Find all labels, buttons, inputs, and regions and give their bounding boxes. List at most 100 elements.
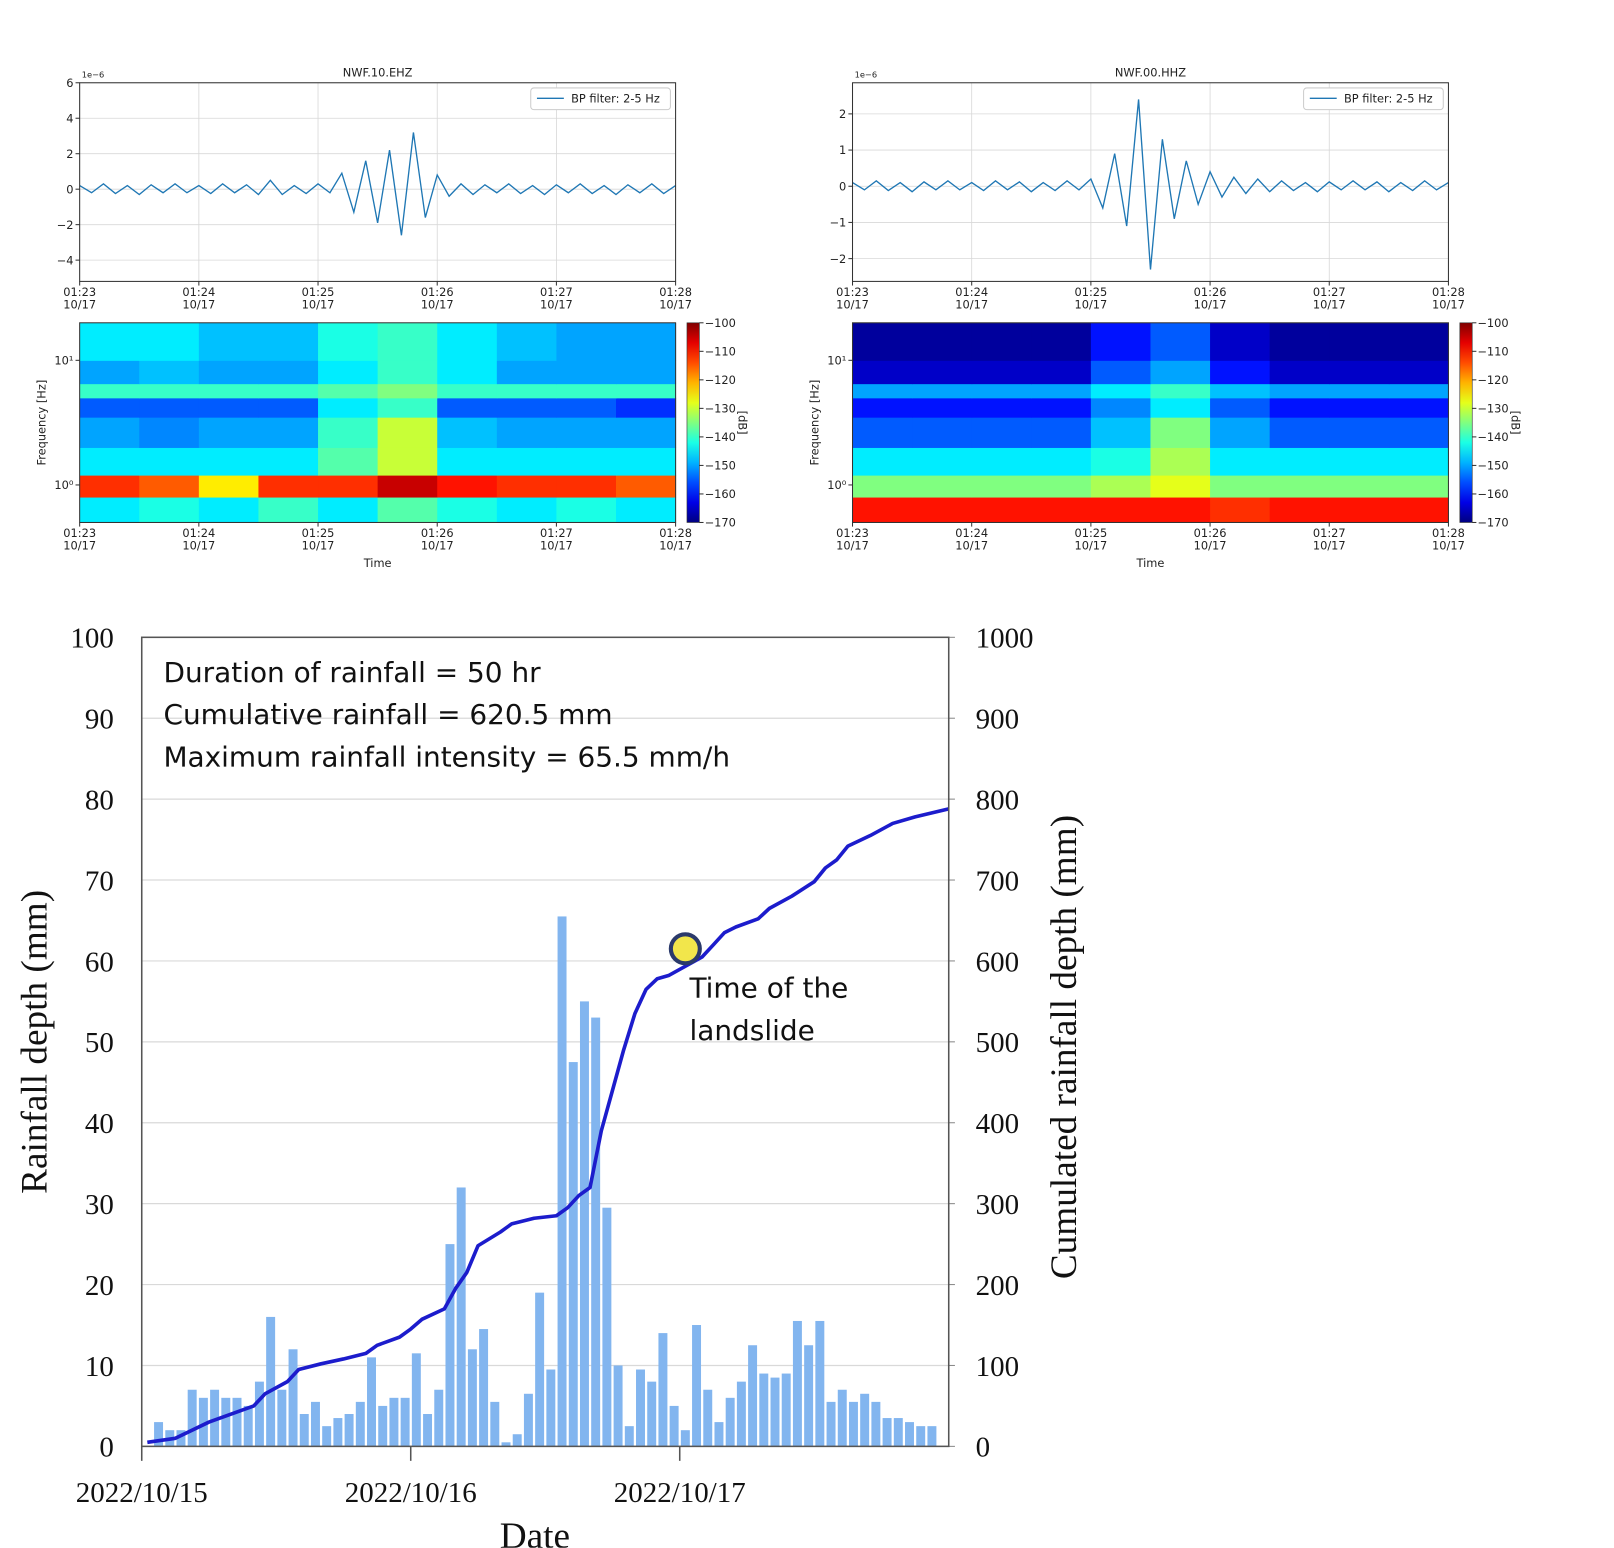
bar xyxy=(479,1329,489,1447)
heat-cell xyxy=(139,322,200,361)
x-tick-label: 01:26 10/17 xyxy=(1193,526,1227,553)
heat-cell xyxy=(1031,360,1092,385)
heat-cell xyxy=(1090,360,1151,385)
bar xyxy=(804,1345,814,1447)
heat-cell xyxy=(1090,397,1151,418)
colorbar-tick-label: −120 xyxy=(1477,373,1508,387)
heat-cell xyxy=(971,475,1032,498)
heat-cell xyxy=(318,383,379,399)
heat-cell xyxy=(971,497,1032,523)
y-axis-label: Rainfall depth (mm) xyxy=(15,890,56,1194)
marker-label: Time of the landslide xyxy=(689,972,849,1048)
bar xyxy=(748,1345,758,1447)
bar xyxy=(669,1405,679,1447)
colorbar-tick-label: −160 xyxy=(1477,487,1508,501)
bar xyxy=(860,1393,870,1447)
chart-title: NWF.00.HHZ xyxy=(1115,66,1186,80)
y-tick-label: 10¹ xyxy=(54,353,73,367)
heat-cell xyxy=(1090,497,1151,523)
heat-cell xyxy=(198,447,259,476)
heat-cell xyxy=(912,475,973,498)
y2-tick-label: 400 xyxy=(976,1108,1019,1140)
heat-cell xyxy=(1090,417,1151,448)
heat-cell xyxy=(258,497,319,523)
waveform xyxy=(852,99,1449,270)
heat-cell xyxy=(139,397,200,418)
colorbar-tick-label: −150 xyxy=(1477,459,1508,473)
heat-cell xyxy=(258,322,319,361)
x-tick-label: 01:26 10/17 xyxy=(420,526,454,553)
bar xyxy=(882,1418,892,1447)
y-tick-label: −4 xyxy=(57,253,74,267)
bar xyxy=(243,1405,253,1447)
heat-cell xyxy=(1031,447,1092,476)
bar xyxy=(602,1207,612,1447)
y-tick-label: 80 xyxy=(85,784,114,816)
heat-cell xyxy=(437,447,498,476)
bar xyxy=(210,1389,220,1447)
bar xyxy=(389,1397,399,1447)
y-tick-label: 70 xyxy=(85,865,114,897)
heat-cell xyxy=(912,322,973,361)
heat-cell xyxy=(616,383,677,399)
heat-cell xyxy=(1031,383,1092,399)
heat-cell xyxy=(1269,383,1330,399)
bar xyxy=(557,916,567,1447)
bar xyxy=(523,1393,533,1447)
heat-cell xyxy=(1269,475,1330,498)
heat-cell xyxy=(556,417,617,448)
x-tick-label: 01:24 10/17 xyxy=(955,526,989,553)
y-tick-label: −2 xyxy=(830,252,847,266)
heat-cell xyxy=(852,383,913,399)
y2-tick-label: 500 xyxy=(976,1027,1019,1059)
heat-cell xyxy=(912,397,973,418)
heat-cell xyxy=(1269,447,1330,476)
bar xyxy=(367,1357,376,1447)
heat-cell xyxy=(616,475,677,498)
heat-cell xyxy=(377,322,438,361)
bar xyxy=(187,1389,197,1447)
x-tick-label: 2022/10/17 xyxy=(614,1477,746,1509)
heat-cell xyxy=(852,360,913,385)
colorbar-tick-label: −130 xyxy=(1477,402,1508,416)
heat-cell xyxy=(556,497,617,523)
heat-cell xyxy=(139,497,200,523)
colorbar-tick-label: −120 xyxy=(705,373,736,387)
bar xyxy=(277,1389,287,1447)
heat-cell xyxy=(1031,497,1092,523)
y-axis-label: Frequency [Hz] xyxy=(807,380,821,466)
heat-cell xyxy=(198,497,259,523)
heat-cell xyxy=(1090,475,1151,498)
x-tick-label: 01:26 10/17 xyxy=(1193,285,1227,312)
colorbar-label: [dB] xyxy=(1509,411,1523,435)
heat-cell xyxy=(1090,447,1151,476)
heat-cell xyxy=(852,322,913,361)
x-tick-label: 01:24 10/17 xyxy=(182,526,216,553)
x-tick-label: 01:25 10/17 xyxy=(301,285,335,312)
heat-cell xyxy=(79,475,140,498)
heat-cell xyxy=(1150,497,1211,523)
x-tick-label: 01:23 10/17 xyxy=(836,526,869,553)
bar xyxy=(759,1373,769,1447)
heat-cell xyxy=(1150,475,1211,498)
bar xyxy=(232,1397,242,1447)
bar xyxy=(445,1244,455,1447)
heat-cell xyxy=(971,322,1032,361)
heat-cell xyxy=(437,360,498,385)
annotation: Duration of rainfall = 50 hr xyxy=(163,656,541,689)
heat-cell xyxy=(496,397,557,418)
heat-cell xyxy=(496,475,557,498)
heat-cell xyxy=(1210,383,1271,399)
y2-tick-label: 700 xyxy=(976,865,1019,897)
heat-cell xyxy=(971,383,1032,399)
heat-cell xyxy=(1329,322,1390,361)
heat-cell xyxy=(139,475,200,498)
y-tick-label: 0 xyxy=(839,179,846,193)
heat-cell xyxy=(616,322,677,361)
bar xyxy=(411,1353,421,1447)
heat-cell xyxy=(1150,383,1211,399)
bar xyxy=(815,1320,825,1447)
heat-cell xyxy=(1269,417,1330,448)
x-tick-label: 01:27 10/17 xyxy=(1312,285,1346,312)
heat-cell xyxy=(377,417,438,448)
